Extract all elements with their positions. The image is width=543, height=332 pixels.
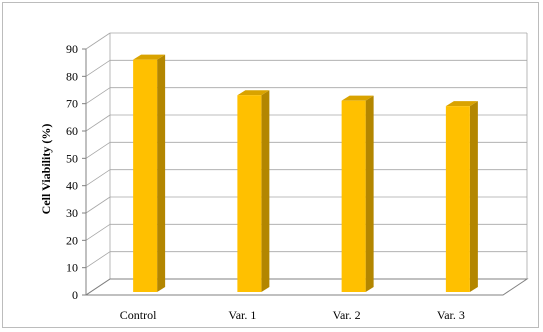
floor [84,278,529,296]
x-tick-label: Var. 1 [228,308,256,322]
bar-side-face [469,101,478,292]
bar-front-face [133,59,158,292]
y-tick-label: 0 [72,288,78,302]
side-gridline [85,60,111,77]
bar-side-face [365,95,374,293]
side-gridline [85,32,111,50]
y-tick-label: 50 [66,151,78,165]
bars [133,54,478,293]
chart-svg: 0 10 20 30 40 50 60 70 80 90 Control Var. 1 Var. 2 V… [39,32,529,322]
x-tick-label: Var. 3 [437,308,465,322]
bar [237,90,270,292]
bar [133,54,166,292]
bar-side-face [261,90,270,292]
y-tick-label: 60 [66,124,78,138]
side-gridline [85,196,111,214]
side-gridline [85,114,111,132]
side-gridline [85,224,111,241]
y-tick-label: 90 [66,42,78,56]
y-tick-labels: 0 10 20 30 40 50 60 70 80 90 [66,42,78,302]
x-tick-label: Var. 2 [333,308,361,322]
y-axis-label: Cell Viability (%) [39,124,53,215]
side-gridline [85,169,111,186]
chart-frame: 0 10 20 30 40 50 60 70 80 90 Control Var. 1 Var. 2 V… [2,2,539,328]
y-tick-label: 30 [66,206,78,220]
y-tick-label: 40 [66,179,78,193]
bar [341,95,374,293]
x-tick-label: Control [120,308,157,322]
bar-top-face [237,90,270,96]
x-tick-labels: Control Var. 1 Var. 2 Var. 3 [120,308,465,322]
y-tick-label: 80 [66,69,78,83]
side-gridline [85,251,111,268]
y-tick-label: 20 [66,233,78,247]
y-tick-label: 10 [66,261,78,275]
bar-side-face [157,54,166,292]
side-gridline [85,142,111,159]
bar-front-face [341,100,366,293]
bar-front-face [445,106,470,292]
bar [445,101,478,292]
bar-top-face [341,95,374,101]
side-gridline [85,87,111,104]
axes [82,48,529,296]
bar-top-face [133,54,166,60]
y-tick-label: 70 [66,97,78,111]
bar-front-face [237,95,262,292]
bar-top-face [445,101,478,107]
